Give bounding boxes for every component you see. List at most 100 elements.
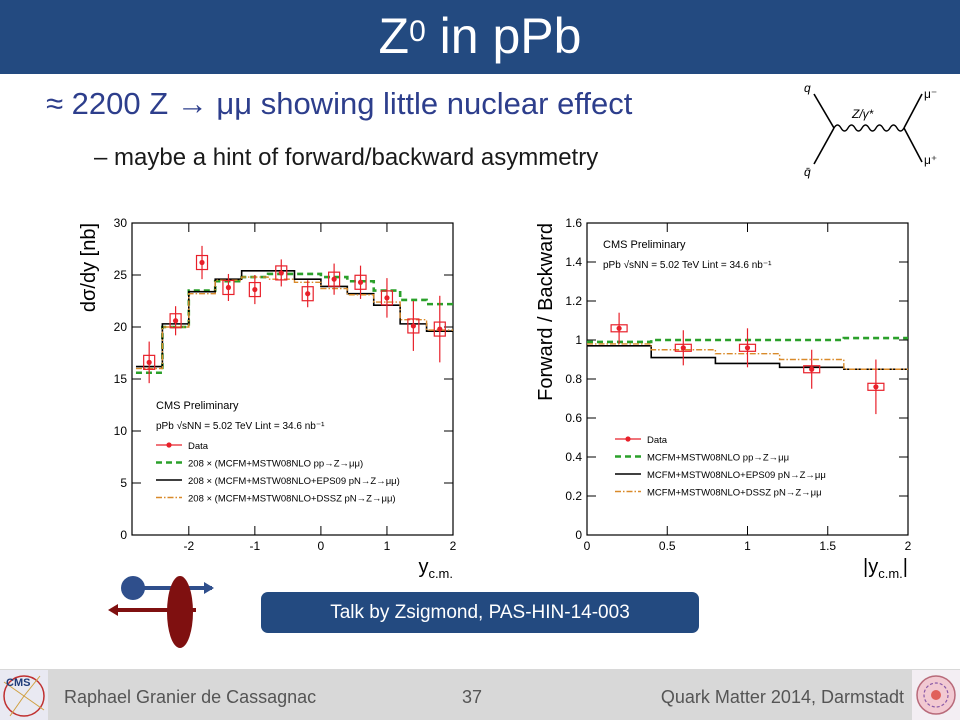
footer-author: Raphael Granier de Cassagnac bbox=[64, 687, 317, 707]
data-point bbox=[172, 318, 179, 324]
y-tick-label: 0.2 bbox=[565, 489, 582, 503]
legend-entry: 208 × (MCFM+MSTW08NLO pp→Z→μμ) bbox=[188, 459, 363, 470]
data-syst-box bbox=[248, 281, 261, 298]
feynman-diagram: q q̄ Z/γ* μ⁻ μ⁺ bbox=[804, 81, 937, 179]
data-syst-box bbox=[328, 271, 341, 287]
annotation-cms-preliminary: CMS Preliminary bbox=[156, 400, 239, 412]
data-point bbox=[199, 259, 205, 266]
annotation-cms-preliminary: CMS Preliminary bbox=[603, 239, 686, 251]
feynman-q: q bbox=[804, 81, 811, 95]
y-tick-label: 0.8 bbox=[565, 372, 582, 386]
y-tick-label: 5 bbox=[120, 476, 127, 490]
data-syst-box bbox=[380, 290, 394, 306]
legend-data-marker bbox=[625, 436, 631, 442]
data-syst-box bbox=[301, 286, 314, 302]
data-point bbox=[357, 279, 364, 285]
proton bbox=[121, 576, 145, 600]
x-tick-label: -1 bbox=[250, 539, 261, 553]
data-point bbox=[225, 284, 232, 291]
mc-series-line bbox=[135, 276, 453, 370]
data-syst-box bbox=[433, 321, 446, 337]
data-syst-box bbox=[354, 274, 367, 290]
x-tick-label: 2 bbox=[450, 539, 457, 553]
y-tick-label: 15 bbox=[114, 372, 128, 386]
y-tick-label: 20 bbox=[114, 320, 128, 334]
mc-series-line bbox=[135, 270, 453, 368]
y-tick-label: 25 bbox=[114, 268, 128, 282]
y-tick-label: 1.2 bbox=[565, 294, 582, 308]
y-tick-label: 10 bbox=[114, 424, 128, 438]
bullet-main: ≈ 2200 Z → μμ showing little nuclear eff… bbox=[46, 86, 633, 121]
data-point bbox=[331, 276, 337, 282]
title-main: Z bbox=[378, 8, 410, 64]
x-tick-label: 0 bbox=[318, 539, 325, 553]
legend-entry: MCFM+MSTW08NLO+EPS09 pN→Z→μμ bbox=[647, 470, 826, 481]
data-point bbox=[410, 323, 416, 329]
bullet-sub: – maybe a hint of forward/backward asymm… bbox=[94, 144, 599, 171]
plot-frame bbox=[131, 222, 454, 536]
conference-logo-icon bbox=[912, 670, 960, 720]
data-syst-box bbox=[222, 279, 235, 296]
legend-entry: 208 × (MCFM+MSTW08NLO+DSSZ pN→Z→μμ) bbox=[188, 494, 396, 505]
data-point bbox=[252, 286, 258, 293]
data-syst-box bbox=[867, 382, 885, 391]
y-axis-label: dσ/dy [nb] bbox=[78, 223, 100, 312]
data-point bbox=[809, 366, 815, 372]
x-axis-label: yc.m. bbox=[418, 556, 453, 581]
y-tick-label: 0.4 bbox=[565, 450, 582, 464]
data-point bbox=[278, 270, 284, 276]
legend-entry: MCFM+MSTW08NLO pp→Z→μμ bbox=[647, 453, 789, 464]
annotation-energy: pPb √sNN = 5.02 TeV Lint = 34.6 nb⁻¹ bbox=[156, 420, 325, 432]
annotation-energy: pPb √sNN = 5.02 TeV Lint = 34.6 nb⁻¹ bbox=[603, 259, 772, 271]
x-tick-label: 1.5 bbox=[819, 539, 836, 553]
legend-entry: 208 × (MCFM+MSTW08NLO+EPS09 pN→Z→μμ) bbox=[188, 476, 400, 487]
data-point bbox=[873, 384, 879, 390]
x-axis-label: |yc.m.| bbox=[863, 556, 908, 581]
data-syst-box bbox=[143, 354, 156, 370]
y-tick-label: 1.4 bbox=[565, 255, 582, 269]
x-tick-label: 2 bbox=[905, 539, 912, 553]
y-tick-label: 1.6 bbox=[565, 216, 582, 230]
data-syst-box bbox=[803, 365, 821, 374]
legend-entry: MCFM+MSTW08NLO+DSSZ pN→Z→μμ bbox=[647, 488, 822, 499]
data-syst-box bbox=[407, 318, 420, 334]
x-tick-label: 0.5 bbox=[659, 539, 676, 553]
data-point bbox=[744, 345, 751, 351]
data-syst-box bbox=[674, 343, 692, 352]
data-point bbox=[616, 325, 622, 331]
x-tick-label: -2 bbox=[183, 539, 194, 553]
data-point bbox=[437, 326, 443, 332]
title-rest: in pPb bbox=[425, 8, 582, 64]
legend-entry: Data bbox=[647, 435, 668, 446]
y-tick-label: 0.6 bbox=[565, 411, 582, 425]
chart-forward-backward: 0 0.2 0.4 0.6 0.8 1 1.2 1.4 1.6 0 0.5 1 1.5 2 |yc.m.| F… bbox=[535, 216, 912, 581]
legend-entry: Data bbox=[188, 441, 209, 452]
y-tick-label: 0 bbox=[575, 528, 582, 542]
chart-dsigma-dy: 0 5 10 15 20 25 30 -2 -1 0 1 2 yc.m. dσ/dy [nb] CMS Pr… bbox=[78, 216, 457, 581]
footer-bar bbox=[0, 669, 960, 720]
data-point bbox=[384, 295, 390, 301]
feynman-qbar: q̄ bbox=[804, 165, 811, 179]
data-point bbox=[680, 345, 686, 351]
data-syst-box bbox=[738, 343, 757, 352]
x-tick-label: 1 bbox=[744, 539, 751, 553]
feynman-mu-plus: μ⁺ bbox=[924, 153, 937, 167]
y-tick-label: 1 bbox=[575, 333, 582, 347]
x-tick-label: 0 bbox=[584, 539, 591, 553]
data-syst-box bbox=[169, 313, 182, 329]
title-superscript: 0 bbox=[409, 15, 426, 48]
cms-logo-icon: CMS bbox=[0, 670, 48, 720]
slide-title: Z0 in pPb bbox=[0, 4, 960, 68]
legend-data-marker bbox=[166, 442, 172, 448]
data-point bbox=[305, 291, 311, 297]
footer-page-number: 37 bbox=[462, 687, 483, 707]
data-point bbox=[146, 359, 152, 365]
feynman-mu-minus: μ⁻ bbox=[924, 87, 937, 101]
y-axis-label: Forward / Backward bbox=[535, 223, 557, 401]
footer-event: Quark Matter 2014, Darmstadt bbox=[660, 687, 904, 707]
data-syst-box bbox=[275, 265, 288, 281]
data-syst-box bbox=[610, 324, 628, 333]
cms-logo-text: CMS bbox=[6, 677, 30, 689]
lead-nucleus bbox=[167, 576, 193, 648]
talk-reference-box: Talk by Zsigmond, PAS-HIN-14-003 bbox=[261, 592, 699, 633]
